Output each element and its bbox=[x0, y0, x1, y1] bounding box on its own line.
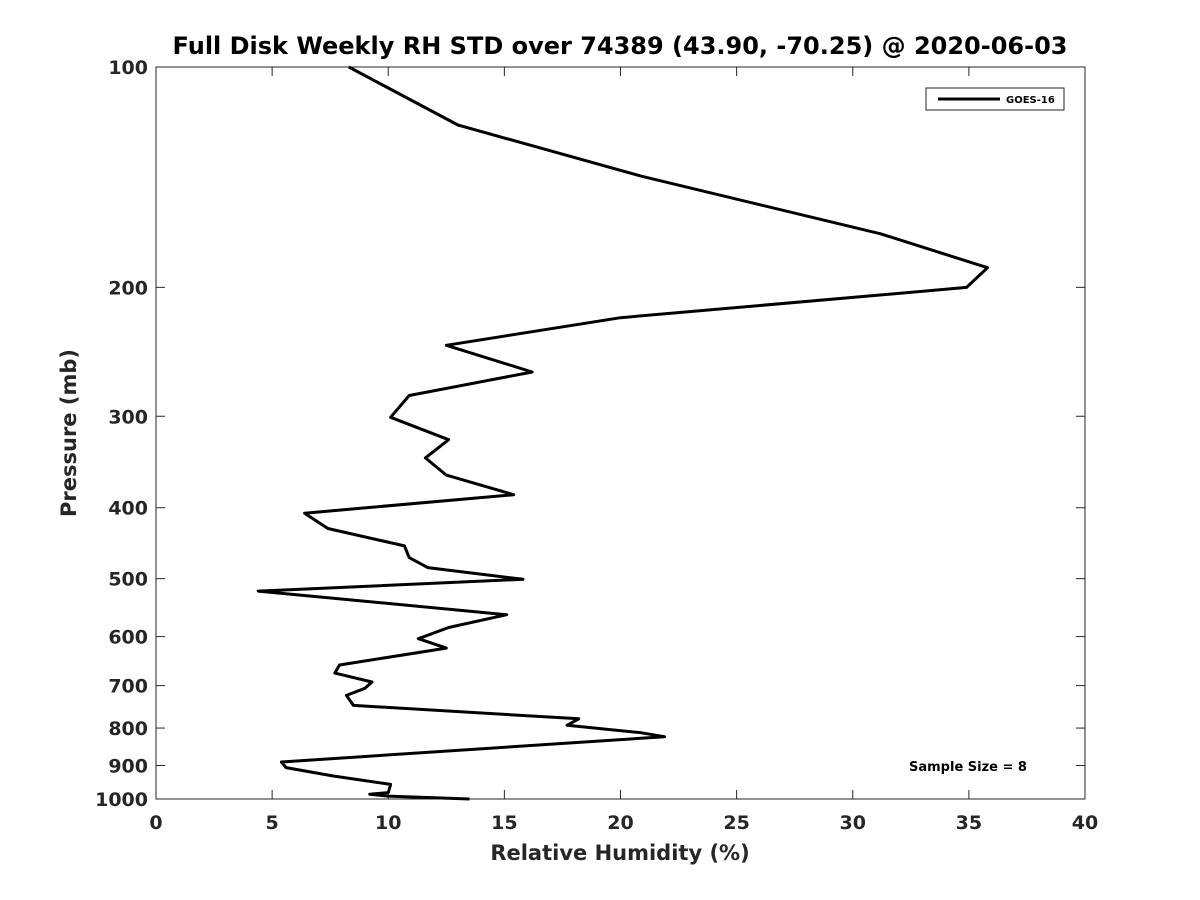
x-tick-label: 25 bbox=[723, 812, 749, 834]
x-tick-label: 35 bbox=[956, 812, 982, 834]
y-tick-label: 100 bbox=[108, 57, 148, 79]
y-tick-label: 1000 bbox=[95, 789, 148, 811]
axis-ticks: 0 5 10 15 20 25 30 35 40 100 200 300 400 500 600 700 800… bbox=[95, 57, 1098, 834]
series-line-goes-16 bbox=[256, 65, 989, 801]
x-tick-label: 0 bbox=[149, 812, 162, 834]
y-tick-label: 600 bbox=[108, 627, 148, 649]
x-tick-label: 40 bbox=[1072, 812, 1098, 834]
sample-size-annotation: Sample Size = 8 bbox=[909, 760, 1027, 775]
x-tick-label: 20 bbox=[607, 812, 633, 834]
y-tick-label: 800 bbox=[108, 718, 148, 740]
plot-area-frame bbox=[155, 66, 1086, 800]
legend-label-goes-16: GOES-16 bbox=[1006, 95, 1055, 106]
x-tick-label: 15 bbox=[491, 812, 517, 834]
y-tick-label: 700 bbox=[108, 676, 148, 698]
chart-title: Full Disk Weekly RH STD over 74389 (43.9… bbox=[173, 32, 1068, 60]
y-tick-label: 900 bbox=[108, 756, 148, 778]
y-tick-label: 500 bbox=[108, 569, 148, 591]
y-axis-label: Pressure (mb) bbox=[57, 349, 81, 517]
x-axis-label: Relative Humidity (%) bbox=[490, 841, 749, 865]
legend: GOES-16 bbox=[925, 87, 1065, 111]
y-tick-label: 300 bbox=[108, 406, 148, 428]
x-tick-label: 30 bbox=[840, 812, 866, 834]
y-tick-label: 400 bbox=[108, 498, 148, 520]
x-tick-label: 10 bbox=[375, 812, 401, 834]
y-tick-label: 200 bbox=[108, 277, 148, 299]
x-tick-label: 5 bbox=[266, 812, 279, 834]
